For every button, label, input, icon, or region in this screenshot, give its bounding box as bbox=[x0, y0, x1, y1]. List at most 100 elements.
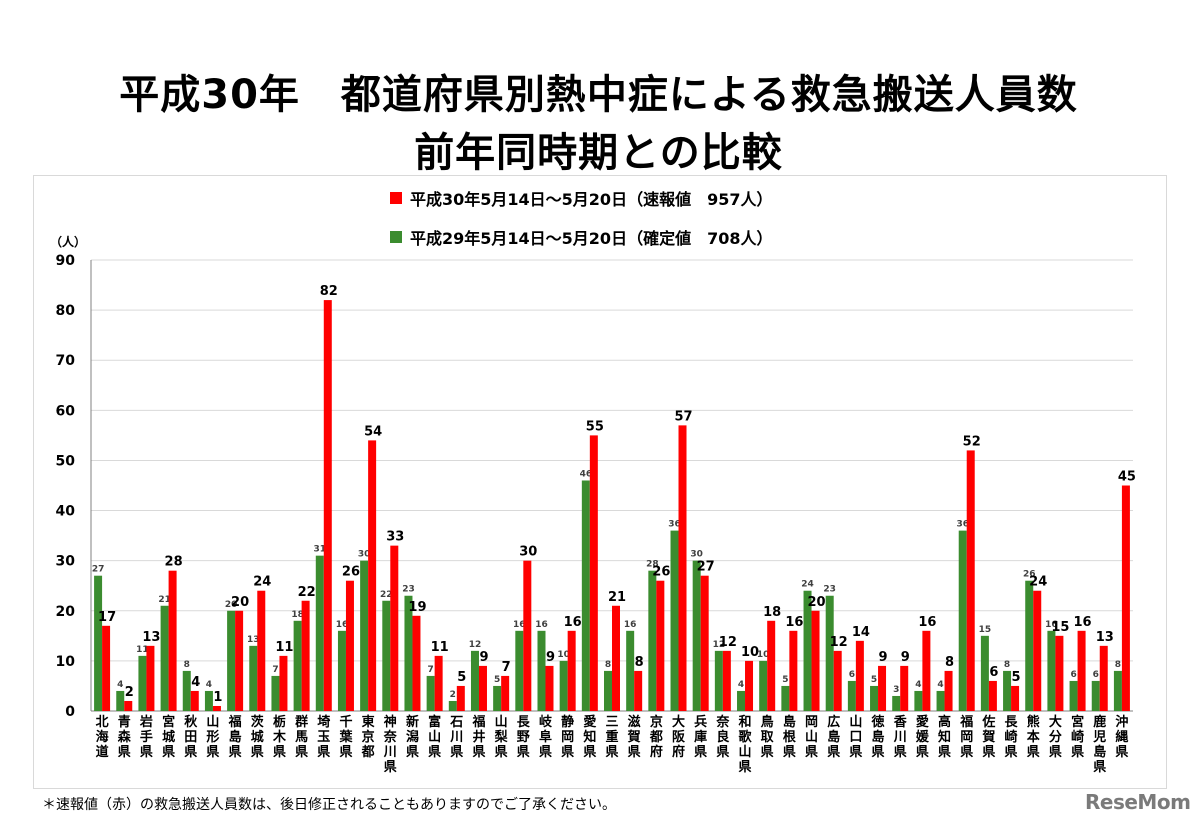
data-label-current: 55 bbox=[586, 419, 604, 434]
x-tick-label: 岡山県 bbox=[805, 715, 818, 760]
bar-previous bbox=[138, 655, 147, 711]
data-label-previous: 13 bbox=[247, 635, 260, 645]
data-label-current: 30 bbox=[519, 545, 537, 560]
bar-previous bbox=[626, 630, 635, 711]
bar-current bbox=[944, 670, 953, 711]
bar-previous bbox=[980, 635, 989, 711]
x-tick-label: 山梨県 bbox=[494, 714, 509, 760]
bar-current bbox=[1099, 645, 1108, 711]
data-label-previous: 10 bbox=[757, 650, 770, 660]
data-label-previous: 46 bbox=[580, 469, 593, 479]
bar-previous bbox=[493, 685, 502, 711]
bar-previous bbox=[160, 605, 169, 711]
bar-previous bbox=[892, 695, 901, 711]
bar-previous bbox=[315, 555, 324, 711]
data-label-previous: 16 bbox=[624, 620, 637, 630]
data-label-current: 6 bbox=[989, 665, 998, 680]
data-label-previous: 4 bbox=[915, 680, 921, 690]
data-label-previous: 16 bbox=[1045, 620, 1058, 630]
x-tick-label: 埼玉県 bbox=[317, 714, 330, 760]
bar-previous bbox=[847, 680, 856, 711]
data-label-previous: 12 bbox=[713, 640, 726, 650]
data-label-current: 24 bbox=[1029, 575, 1047, 590]
data-label-previous: 15 bbox=[979, 625, 992, 635]
x-tick-label: 青森県 bbox=[118, 714, 132, 760]
bar-previous bbox=[382, 600, 391, 711]
x-tick-label: 福井県 bbox=[471, 714, 485, 760]
x-tick-label: 北海道 bbox=[96, 715, 109, 760]
data-label-current: 1 bbox=[213, 690, 222, 705]
data-label-previous: 6 bbox=[1093, 670, 1099, 680]
bar-previous bbox=[604, 670, 612, 711]
bar-previous bbox=[1069, 680, 1078, 711]
bar-previous bbox=[1025, 580, 1034, 711]
chart-title-line1: 平成30年 都道府県別熱中症による救急搬送人員数 bbox=[119, 72, 1078, 118]
data-label-current: 12 bbox=[719, 635, 737, 650]
data-label-previous: 26 bbox=[1023, 570, 1036, 580]
bar-current bbox=[656, 580, 665, 711]
bar-current bbox=[612, 605, 620, 711]
bar-current bbox=[390, 545, 399, 711]
data-label-current: 12 bbox=[830, 635, 848, 650]
data-label-previous: 36 bbox=[668, 520, 681, 530]
bar-previous bbox=[515, 630, 524, 711]
data-label-current: 5 bbox=[457, 670, 466, 685]
bar-previous bbox=[360, 560, 369, 711]
bar-current bbox=[323, 300, 332, 711]
x-tick-label: 長野県 bbox=[517, 715, 531, 760]
data-label-current: 28 bbox=[165, 555, 183, 570]
bar-current bbox=[190, 690, 199, 711]
bar-current bbox=[567, 630, 576, 711]
bar-previous bbox=[1113, 670, 1122, 711]
bar-previous bbox=[759, 660, 768, 711]
y-axis-unit-label: （人） bbox=[50, 234, 86, 249]
x-tick-label: 愛媛県 bbox=[915, 714, 930, 760]
bar-current bbox=[767, 620, 776, 711]
x-tick-label: 鳥取県 bbox=[761, 714, 775, 760]
bar-current bbox=[1077, 630, 1086, 711]
bar-current bbox=[102, 625, 111, 711]
data-label-current: 11 bbox=[431, 640, 449, 655]
x-tick-label: 長崎県 bbox=[1005, 715, 1019, 760]
data-label-previous: 7 bbox=[272, 665, 278, 675]
x-tick-label: 富山県 bbox=[428, 714, 441, 760]
bar-current bbox=[146, 645, 155, 711]
bar-previous bbox=[1003, 670, 1012, 711]
data-label-current: 20 bbox=[807, 595, 825, 610]
x-tick-label: 大阪府 bbox=[672, 714, 686, 760]
bar-current bbox=[124, 700, 133, 711]
x-tick-label: 大分県 bbox=[1049, 714, 1062, 760]
data-label-previous: 16 bbox=[336, 620, 349, 630]
data-label-current: 8 bbox=[635, 655, 644, 670]
x-tick-label: 静岡県 bbox=[561, 714, 574, 760]
bar-current bbox=[1121, 485, 1130, 711]
data-label-current: 54 bbox=[364, 424, 382, 439]
bar-previous bbox=[803, 590, 812, 711]
data-label-current: 13 bbox=[1096, 630, 1114, 645]
data-label-previous: 6 bbox=[849, 670, 855, 680]
bar-current bbox=[922, 630, 931, 711]
x-tick-label: 東京都 bbox=[361, 714, 375, 760]
bar-current bbox=[988, 680, 997, 711]
data-label-current: 8 bbox=[945, 655, 954, 670]
bar-current bbox=[257, 590, 266, 711]
data-label-current: 18 bbox=[763, 605, 781, 620]
bar-current bbox=[678, 425, 687, 711]
bar-previous bbox=[448, 700, 457, 711]
data-label-previous: 20 bbox=[225, 600, 238, 610]
bar-previous bbox=[116, 690, 125, 711]
x-tick-label: 岐阜県 bbox=[539, 714, 553, 760]
bar-previous bbox=[204, 690, 213, 711]
x-tick-label: 山口県 bbox=[849, 714, 862, 760]
bar-current bbox=[478, 665, 487, 711]
data-label-current: 20 bbox=[231, 595, 249, 610]
data-label-current: 17 bbox=[98, 610, 116, 625]
data-label-previous: 11 bbox=[136, 645, 149, 655]
x-tick-label: 熊本県 bbox=[1027, 714, 1040, 760]
x-tick-label: 福岡県 bbox=[959, 714, 973, 760]
bar-current bbox=[301, 600, 310, 711]
bar-previous bbox=[692, 560, 701, 711]
y-tick-label: 30 bbox=[56, 554, 76, 570]
bar-current bbox=[700, 575, 709, 711]
data-label-current: 16 bbox=[785, 615, 803, 630]
